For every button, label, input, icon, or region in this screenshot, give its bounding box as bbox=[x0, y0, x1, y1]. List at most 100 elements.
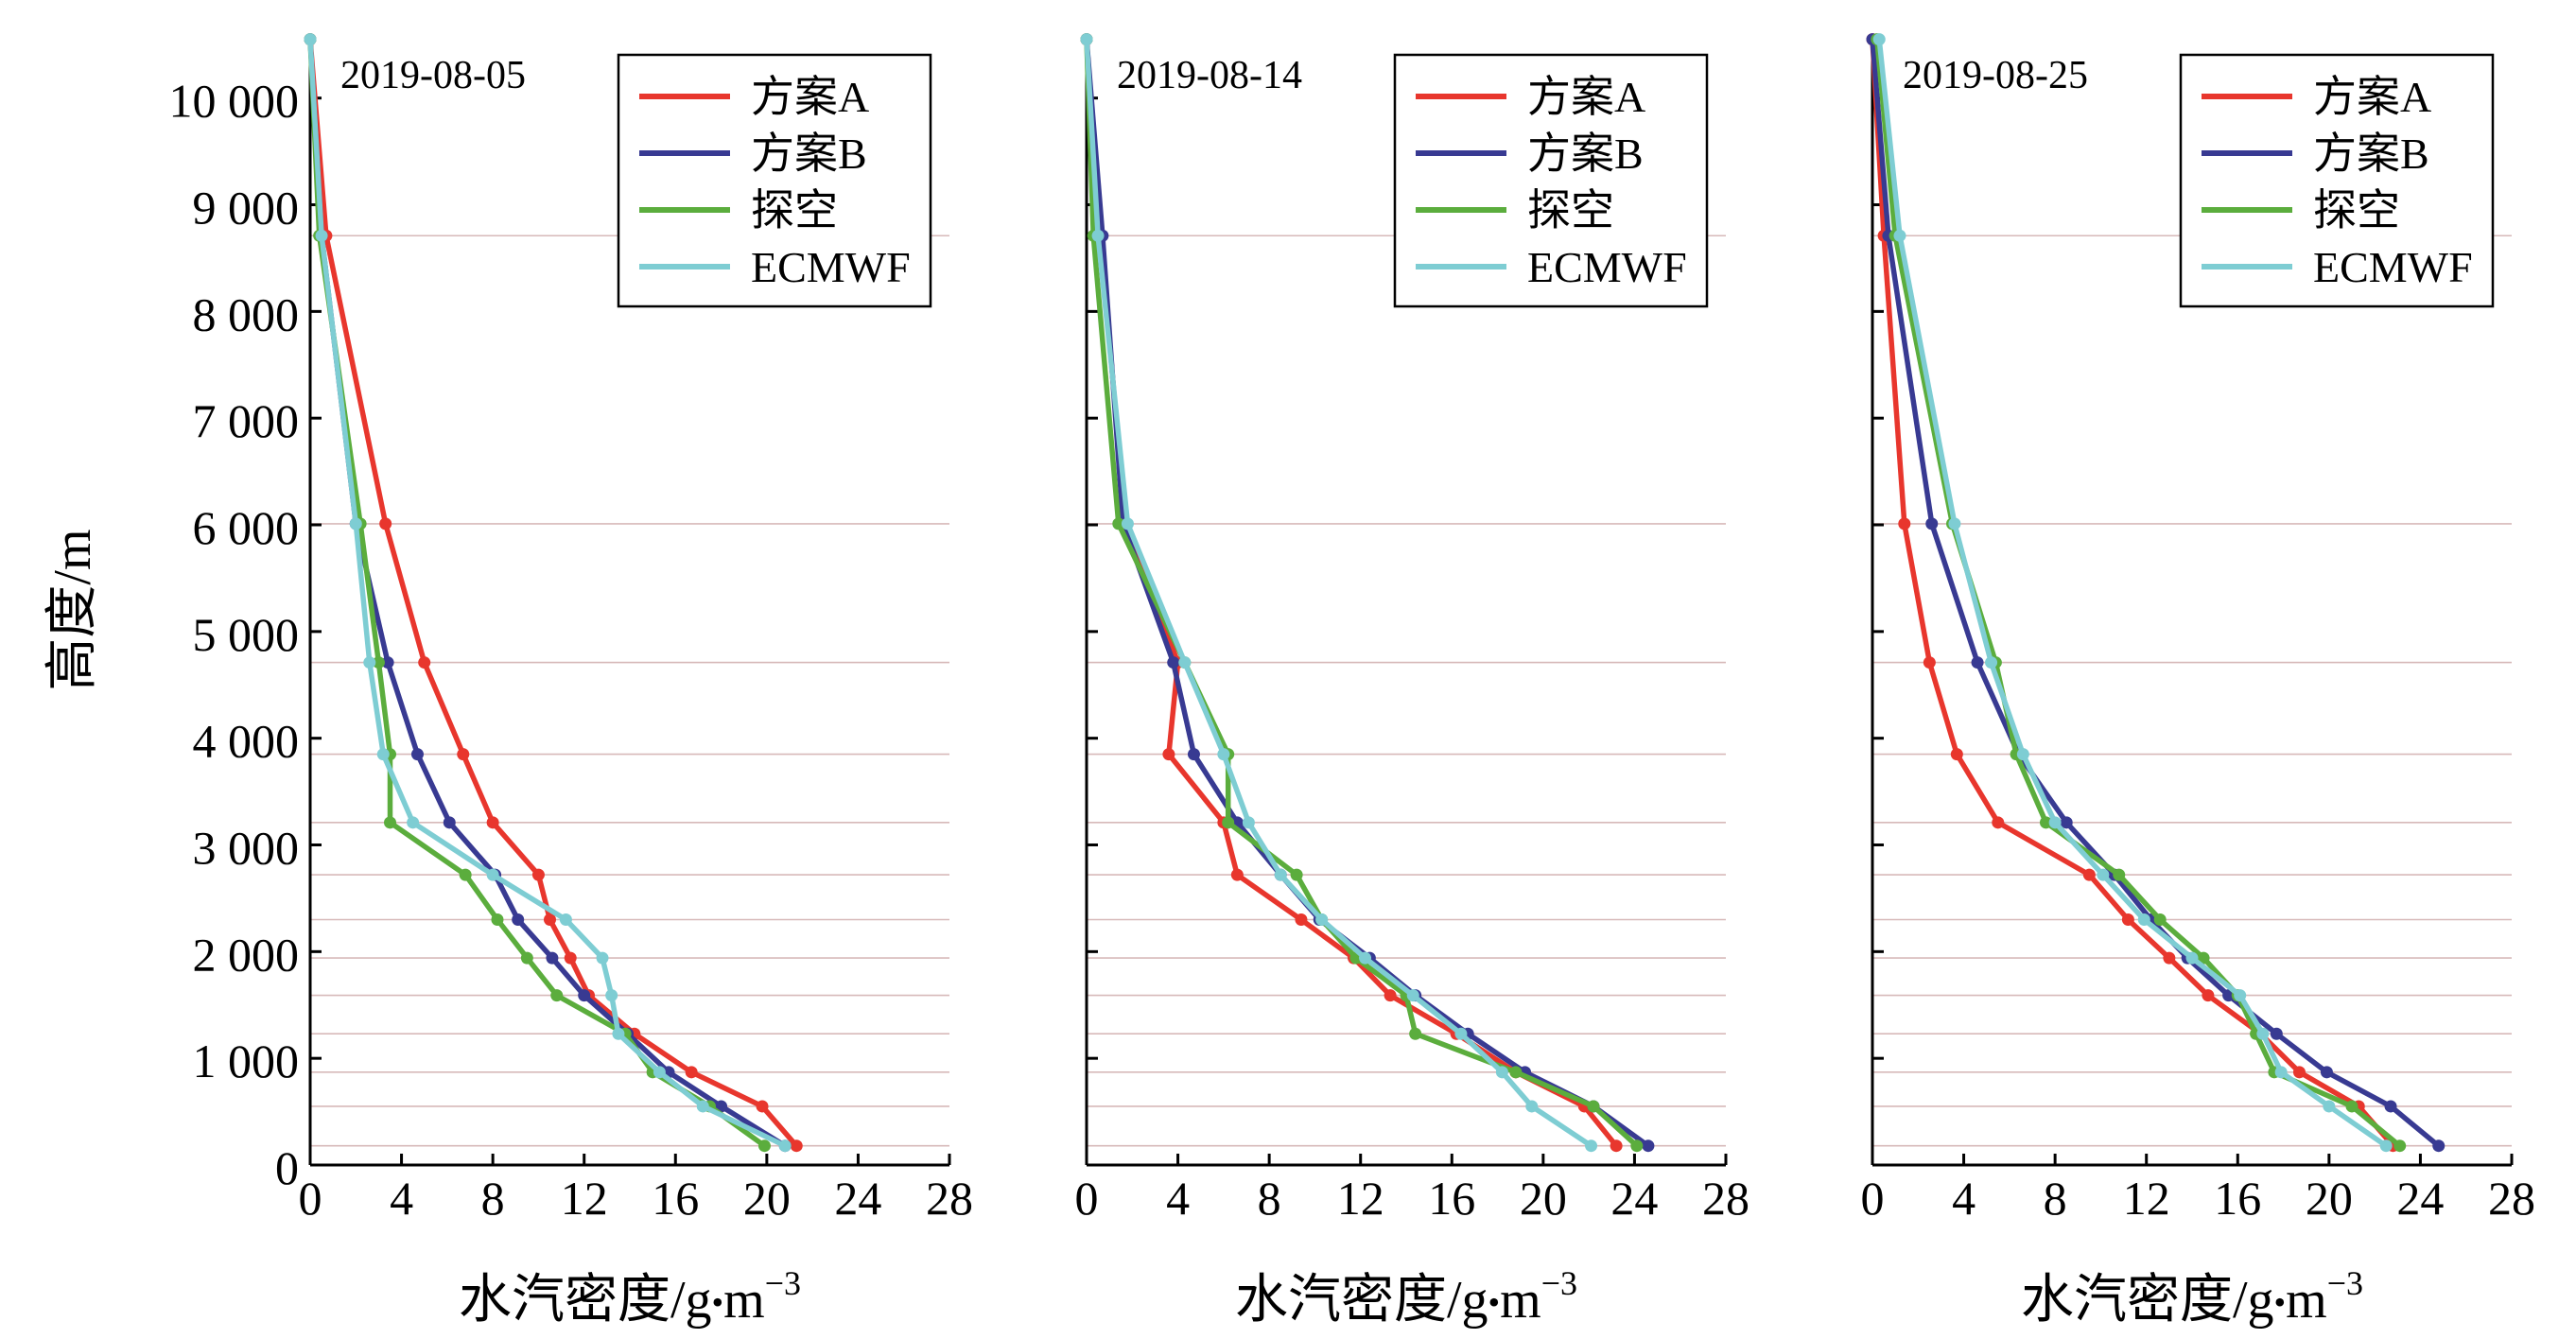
y-tick-label: 8 000 bbox=[193, 287, 300, 340]
data-point bbox=[379, 517, 392, 530]
data-point bbox=[1610, 1139, 1623, 1153]
data-point bbox=[2270, 1027, 2283, 1040]
data-point bbox=[1992, 816, 2005, 829]
data-point bbox=[486, 816, 499, 829]
y-tick-label: 0 bbox=[275, 1141, 299, 1194]
y-tick-label: 2 000 bbox=[193, 928, 300, 981]
data-point bbox=[1315, 913, 1329, 926]
data-point bbox=[1091, 229, 1105, 242]
x-tick-label: 4 bbox=[1166, 1172, 1190, 1225]
data-point bbox=[2016, 748, 2029, 761]
x-tick-label: 24 bbox=[834, 1172, 881, 1225]
series-line bbox=[307, 36, 788, 1149]
x-tick-label: 16 bbox=[2214, 1172, 2261, 1225]
legend-label: 方案B bbox=[2313, 130, 2429, 178]
data-point bbox=[1359, 951, 1372, 965]
data-point bbox=[564, 951, 577, 965]
data-point bbox=[491, 913, 504, 926]
data-point bbox=[1295, 913, 1308, 926]
data-point bbox=[1080, 33, 1093, 46]
data-point bbox=[2048, 816, 2062, 829]
data-point bbox=[2097, 868, 2110, 881]
data-point bbox=[418, 656, 431, 670]
data-point bbox=[544, 913, 556, 926]
legend-label: 探空 bbox=[751, 186, 838, 235]
data-point bbox=[1898, 517, 1911, 530]
data-point bbox=[757, 1139, 771, 1153]
data-point bbox=[459, 868, 472, 881]
data-point bbox=[1971, 656, 1984, 670]
legend-label: 方案A bbox=[751, 73, 869, 121]
data-point bbox=[376, 748, 390, 761]
panel-date-title: 2019-08-14 bbox=[1117, 54, 1302, 97]
legend-label: ECMWF bbox=[2313, 243, 2473, 291]
legend-label: ECMWF bbox=[1527, 243, 1687, 291]
legend: 方案A 方案B 探空 ECMWF bbox=[2179, 53, 2495, 308]
data-point bbox=[410, 748, 424, 761]
data-point bbox=[1242, 816, 1255, 829]
data-point bbox=[2202, 989, 2215, 1002]
data-point bbox=[1923, 656, 1936, 670]
data-point bbox=[520, 951, 533, 965]
x-tick-label: 8 bbox=[2044, 1172, 2067, 1225]
data-point bbox=[1167, 656, 1180, 670]
data-point bbox=[1454, 1027, 1468, 1040]
data-point bbox=[1222, 816, 1235, 829]
data-point bbox=[1525, 1100, 1539, 1113]
data-point bbox=[384, 816, 396, 829]
data-point bbox=[605, 989, 618, 1002]
legend-label: 方案B bbox=[1527, 130, 1644, 178]
data-point bbox=[349, 517, 362, 530]
gridlines bbox=[310, 235, 949, 1147]
data-point bbox=[2292, 1066, 2306, 1079]
legend-label: 探空 bbox=[1527, 186, 1614, 235]
data-point bbox=[363, 656, 376, 670]
series-line bbox=[1084, 36, 1640, 1149]
y-tick-label: 9 000 bbox=[193, 182, 300, 235]
y-tick-label: 3 000 bbox=[193, 822, 300, 875]
data-point bbox=[1985, 656, 1998, 670]
x-tick-label: 20 bbox=[2306, 1172, 2353, 1225]
data-point bbox=[685, 1066, 698, 1079]
x-tick-label: 12 bbox=[561, 1172, 608, 1225]
data-point bbox=[2153, 913, 2167, 926]
data-point bbox=[1121, 517, 1134, 530]
data-point bbox=[486, 868, 499, 881]
data-point bbox=[2384, 1100, 2397, 1113]
series-4 bbox=[304, 33, 792, 1153]
data-point bbox=[1893, 229, 1906, 242]
legend: 方案A 方案B 探空 ECMWF bbox=[1393, 53, 1709, 308]
data-point bbox=[1495, 1066, 1508, 1079]
series-line bbox=[1084, 36, 1594, 1149]
data-point bbox=[546, 951, 559, 965]
x-tick-label: 12 bbox=[2123, 1172, 2170, 1225]
data-point bbox=[559, 913, 572, 926]
data-point bbox=[381, 656, 394, 670]
data-point bbox=[696, 1100, 709, 1113]
gridlines bbox=[1087, 235, 1726, 1147]
x-tick-label: 0 bbox=[1075, 1172, 1099, 1225]
data-point bbox=[1217, 748, 1230, 761]
data-point bbox=[1585, 1139, 1598, 1153]
x-tick-label: 8 bbox=[481, 1172, 505, 1225]
x-tick-label: 28 bbox=[926, 1172, 973, 1225]
data-point bbox=[304, 33, 317, 46]
y-axis-label: 高度/m bbox=[44, 529, 102, 690]
x-tick-label: 16 bbox=[652, 1172, 699, 1225]
data-point bbox=[1409, 1027, 1422, 1040]
data-point bbox=[612, 1027, 625, 1040]
chart-panel-1: 0 1 000 2 000 3 000 4 000 5 000 6 000 7 000 8 00… bbox=[169, 33, 973, 1330]
series-line bbox=[1876, 36, 2389, 1149]
data-point bbox=[2082, 868, 2096, 881]
data-point bbox=[2197, 951, 2210, 965]
data-point bbox=[653, 1066, 666, 1079]
data-point bbox=[2393, 1139, 2407, 1153]
data-point bbox=[2113, 868, 2126, 881]
data-point bbox=[1187, 748, 1200, 761]
panel-date-title: 2019-08-25 bbox=[1903, 54, 2088, 97]
data-point bbox=[790, 1139, 803, 1153]
panel-date-title: 2019-08-05 bbox=[340, 54, 526, 97]
data-point bbox=[1950, 748, 1963, 761]
data-point bbox=[1178, 656, 1192, 670]
